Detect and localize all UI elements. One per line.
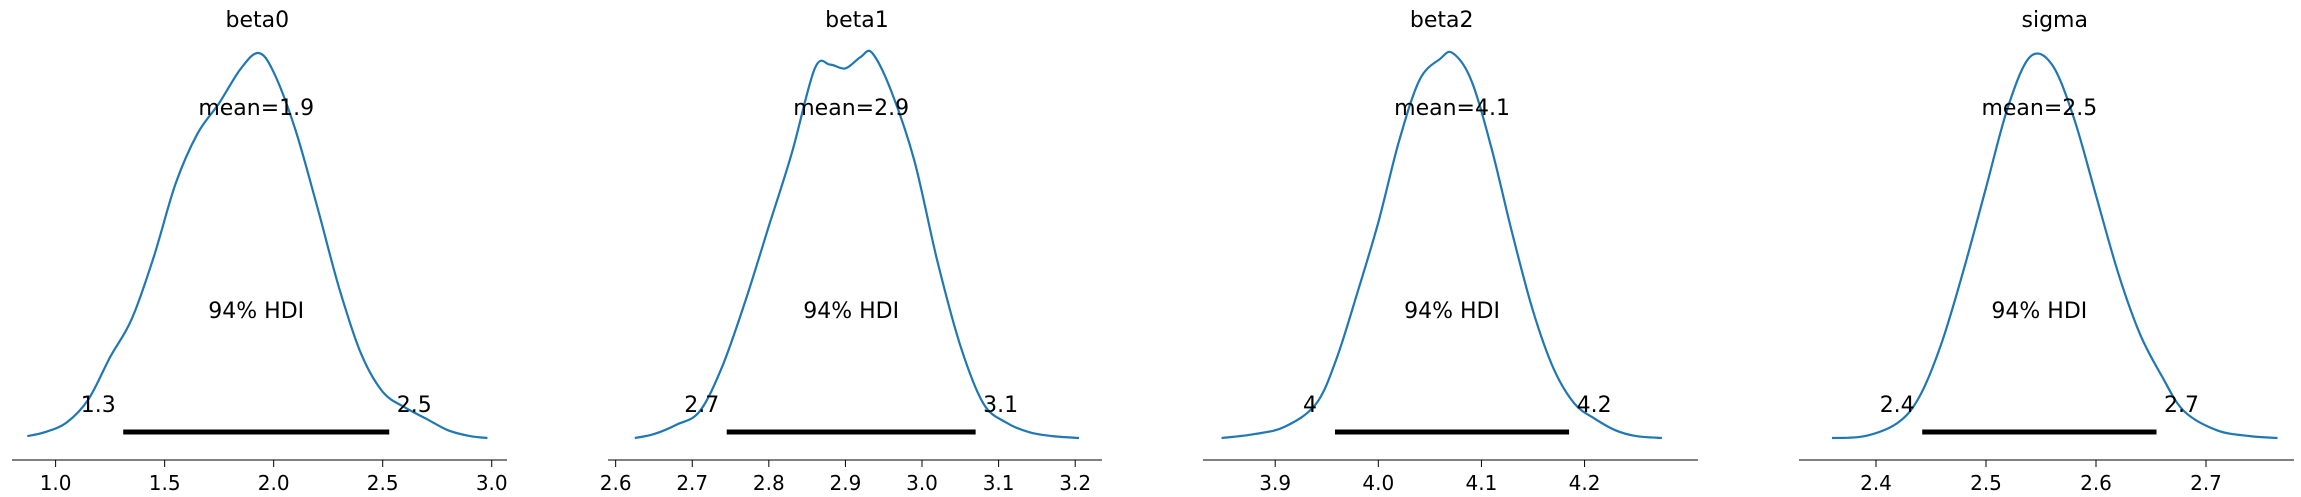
- hdi-low-label: 2.4: [1880, 393, 1915, 418]
- hdi-label: 94% HDI: [1991, 299, 2087, 324]
- mean-label: mean=4.1: [1394, 96, 1510, 121]
- hdi-high-label: 2.7: [2164, 393, 2199, 418]
- x-tick-label: 4.0: [1362, 471, 1394, 495]
- hdi-low-label: 2.7: [684, 393, 719, 418]
- x-tick-label: 2.6: [2080, 471, 2112, 495]
- x-tick-label: 2.4: [1860, 471, 1892, 495]
- panel-beta2: beta2 mean=4.1 94% HDI 4 4.2 3.9 4.0 4.1 4.2: [1203, 8, 1698, 495]
- hdi-label: 94% HDI: [803, 299, 899, 324]
- mean-label: mean=2.5: [1981, 96, 2097, 121]
- x-tick-label: 2.5: [1970, 471, 2002, 495]
- x-tick-label: 2.9: [830, 471, 862, 495]
- x-tick-label: 3.9: [1259, 471, 1291, 495]
- panel-sigma: sigma mean=2.5 94% HDI 2.4 2.7 2.4 2.5 2.6 2.7: [1799, 8, 2294, 495]
- x-tick-label: 2.7: [676, 471, 708, 495]
- hdi-high-label: 3.1: [983, 393, 1018, 418]
- mean-label: mean=2.9: [793, 96, 909, 121]
- density-curve: [1221, 50, 1662, 440]
- x-tick-label: 3.0: [906, 471, 938, 495]
- hdi-low-label: 1.3: [81, 393, 116, 418]
- x-tick-label: 4.1: [1466, 471, 1498, 495]
- x-tick-label: 2.5: [367, 471, 399, 495]
- mean-label: mean=1.9: [198, 96, 314, 121]
- x-tick-label: 3.1: [983, 471, 1015, 495]
- x-tick-label: 4.2: [1569, 471, 1601, 495]
- hdi-high-label: 2.5: [397, 393, 432, 418]
- density-curve: [1831, 52, 2278, 440]
- x-tick-label: 2.8: [753, 471, 785, 495]
- panel-title: beta2: [1410, 8, 1474, 33]
- density-curve: [634, 49, 1080, 440]
- x-tick-label: 2.7: [2190, 471, 2222, 495]
- x-tick-label: 2.0: [258, 471, 290, 495]
- panel-title: beta1: [825, 8, 889, 33]
- panel-beta0: beta0 mean=1.9 94% HDI 1.3 2.5 1.0 1.5 2.0 2.5 3.…: [12, 8, 508, 495]
- hdi-label: 94% HDI: [1404, 299, 1500, 324]
- x-tick-label: 2.6: [600, 471, 632, 495]
- panel-beta1: beta1 mean=2.9 94% HDI 2.7 3.1 2.6 2.7 2.8 2.9 3.…: [600, 8, 1102, 495]
- hdi-label: 94% HDI: [208, 299, 304, 324]
- panel-title: beta0: [226, 8, 290, 33]
- hdi-low-label: 4: [1303, 393, 1317, 418]
- x-tick-label: 3.2: [1059, 471, 1091, 495]
- x-tick-label: 1.0: [40, 471, 72, 495]
- x-tick-label: 1.5: [149, 471, 181, 495]
- hdi-high-label: 4.2: [1577, 393, 1612, 418]
- panel-title: sigma: [2022, 8, 2088, 33]
- density-curve: [27, 51, 488, 440]
- x-tick-label: 3.0: [476, 471, 508, 495]
